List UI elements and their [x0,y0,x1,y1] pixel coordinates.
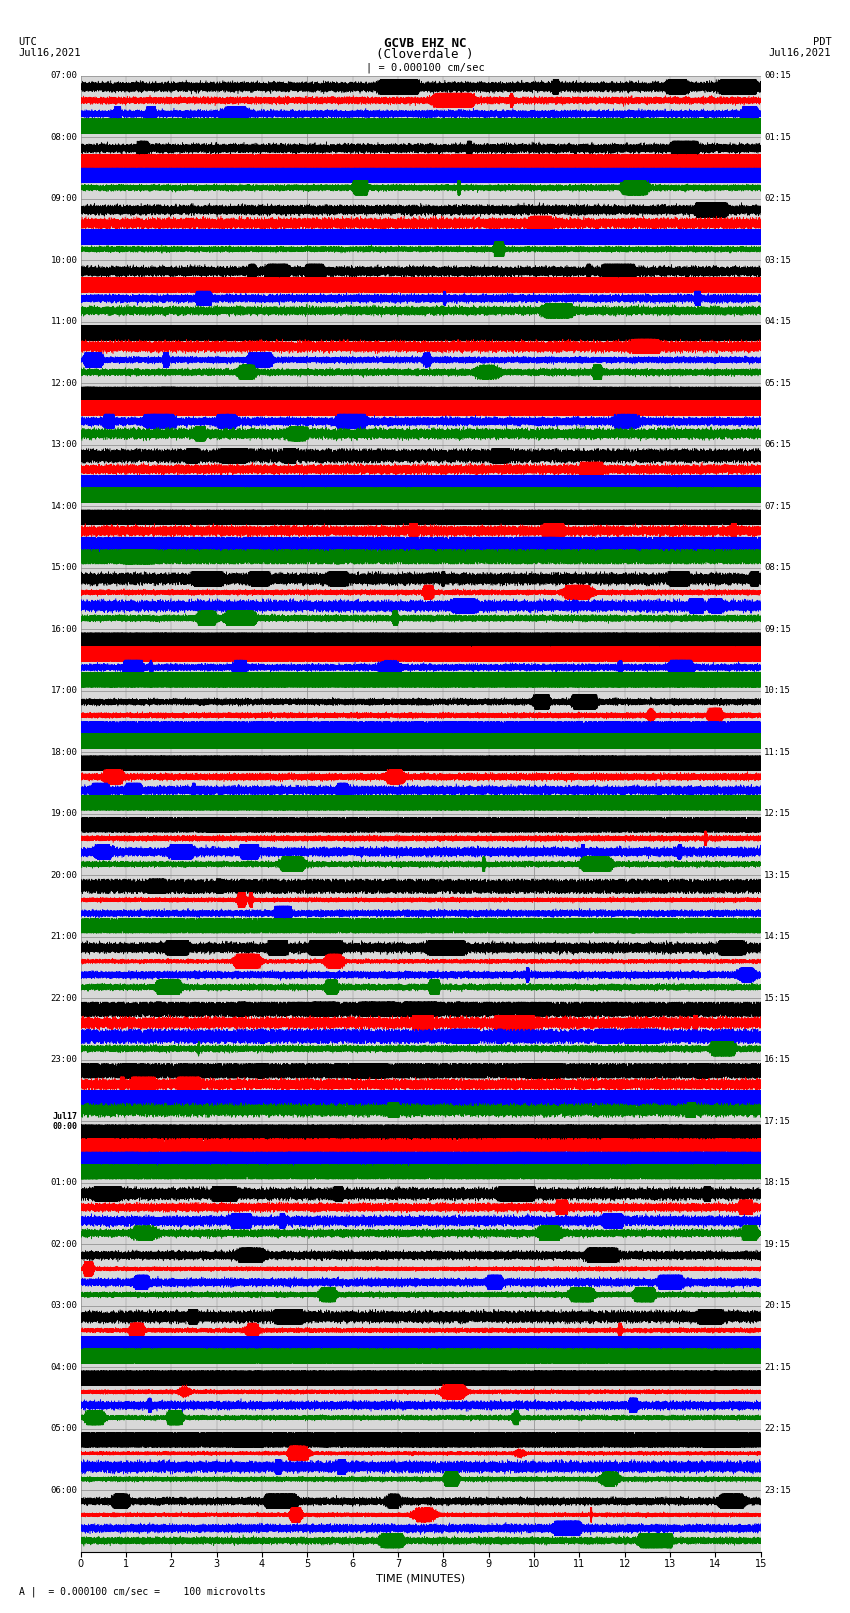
Text: 17:15: 17:15 [764,1116,791,1126]
Text: 22:15: 22:15 [764,1424,791,1434]
X-axis label: TIME (MINUTES): TIME (MINUTES) [377,1574,465,1584]
Text: GCVB EHZ NC: GCVB EHZ NC [383,37,467,50]
Text: 08:00: 08:00 [50,132,77,142]
Text: 19:00: 19:00 [50,810,77,818]
Text: 02:00: 02:00 [50,1240,77,1248]
Text: PDT: PDT [813,37,831,47]
Text: 08:15: 08:15 [764,563,791,573]
Text: Jul17
00:00: Jul17 00:00 [53,1111,77,1131]
Text: 20:00: 20:00 [50,871,77,879]
Text: 01:00: 01:00 [50,1177,77,1187]
Text: 18:00: 18:00 [50,748,77,756]
Text: | = 0.000100 cm/sec: | = 0.000100 cm/sec [366,63,484,74]
Text: 07:00: 07:00 [50,71,77,81]
Text: (Cloverdale ): (Cloverdale ) [377,48,473,61]
Text: 14:15: 14:15 [764,932,791,942]
Text: 15:00: 15:00 [50,563,77,573]
Text: 04:15: 04:15 [764,318,791,326]
Text: Jul16,2021: Jul16,2021 [19,48,82,58]
Text: 12:00: 12:00 [50,379,77,387]
Text: 21:00: 21:00 [50,932,77,942]
Text: 19:15: 19:15 [764,1240,791,1248]
Text: 04:00: 04:00 [50,1363,77,1371]
Text: 10:15: 10:15 [764,686,791,695]
Text: 06:00: 06:00 [50,1486,77,1495]
Text: 22:00: 22:00 [50,994,77,1003]
Text: 11:15: 11:15 [764,748,791,756]
Text: 09:00: 09:00 [50,194,77,203]
Text: 21:15: 21:15 [764,1363,791,1371]
Text: A |  = 0.000100 cm/sec =    100 microvolts: A | = 0.000100 cm/sec = 100 microvolts [19,1586,265,1597]
Text: 00:15: 00:15 [764,71,791,81]
Text: 20:15: 20:15 [764,1302,791,1310]
Text: 07:15: 07:15 [764,502,791,511]
Text: 05:15: 05:15 [764,379,791,387]
Text: 23:00: 23:00 [50,1055,77,1065]
Text: 13:15: 13:15 [764,871,791,879]
Text: 09:15: 09:15 [764,624,791,634]
Text: 10:00: 10:00 [50,256,77,265]
Text: 14:00: 14:00 [50,502,77,511]
Text: 01:15: 01:15 [764,132,791,142]
Text: 03:15: 03:15 [764,256,791,265]
Text: 11:00: 11:00 [50,318,77,326]
Text: 15:15: 15:15 [764,994,791,1003]
Text: 03:00: 03:00 [50,1302,77,1310]
Text: 16:00: 16:00 [50,624,77,634]
Text: 12:15: 12:15 [764,810,791,818]
Text: UTC: UTC [19,37,37,47]
Text: 16:15: 16:15 [764,1055,791,1065]
Text: 06:15: 06:15 [764,440,791,450]
Text: 05:00: 05:00 [50,1424,77,1434]
Text: 18:15: 18:15 [764,1177,791,1187]
Text: 23:15: 23:15 [764,1486,791,1495]
Text: Jul16,2021: Jul16,2021 [768,48,831,58]
Text: 17:00: 17:00 [50,686,77,695]
Text: 02:15: 02:15 [764,194,791,203]
Text: 13:00: 13:00 [50,440,77,450]
